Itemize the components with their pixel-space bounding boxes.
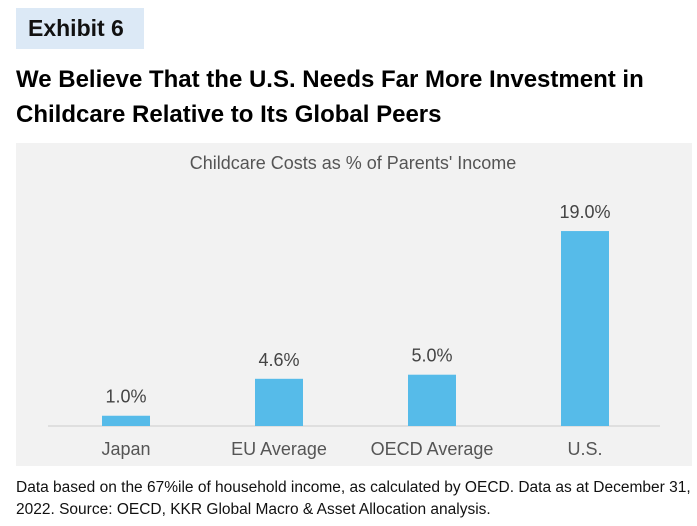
exhibit-badge: Exhibit 6 [16,8,144,49]
exhibit-label: Exhibit 6 [28,15,124,41]
chart-panel: Childcare Costs as % of Parents' Income … [16,143,692,466]
bar-u-s [561,231,609,426]
bar-value-label: 19.0% [559,202,610,222]
x-tick-label: Japan [101,439,150,459]
page-title: We Believe That the U.S. Needs Far More … [16,66,644,128]
x-tick-label: OECD Average [371,439,494,459]
bar-value-label: 1.0% [105,387,146,407]
x-tick-label: EU Average [231,439,327,459]
footnote: Data based on the 67%ile of household in… [16,479,691,518]
bar-japan [102,415,150,426]
chart-title: Childcare Costs as % of Parents' Income [190,153,517,173]
bar-eu-average [255,378,303,426]
bars-layer: 1.0% Japan 4.6% EU Average 5.0% OECD Average 1… [101,202,610,459]
bar-chart: Childcare Costs as % of Parents' Income … [48,153,660,459]
x-tick-label: U.S. [567,439,602,459]
bar-value-label: 5.0% [411,346,452,366]
bar-oecd-average [408,374,456,426]
bar-value-label: 4.6% [258,350,299,370]
